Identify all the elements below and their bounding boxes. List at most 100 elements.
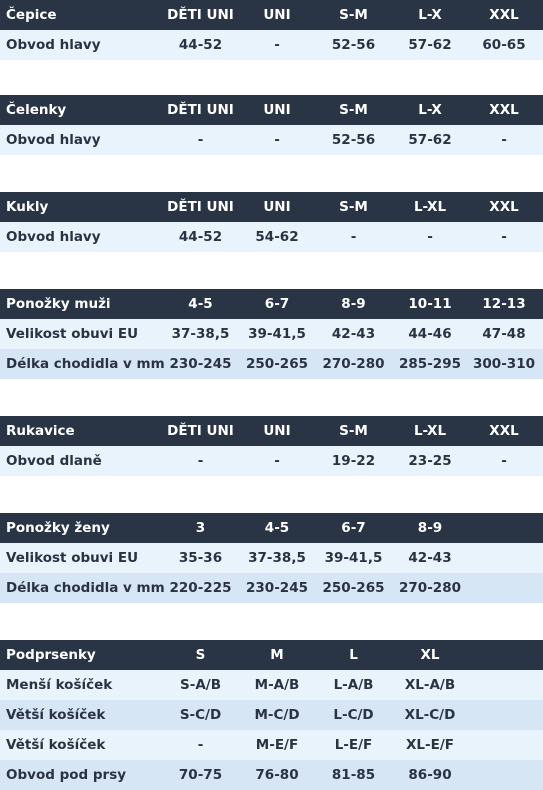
table-cell: 57-62	[395, 125, 465, 155]
size-table-ponozky-muzi: Ponožky muži 4-5 6-7 8-9 10-11 12-13 Vel…	[0, 289, 543, 379]
table-cell: L-A/B	[312, 670, 395, 700]
table-cell: 23-25	[395, 446, 465, 476]
table-cell: M-C/D	[242, 700, 312, 730]
table-cell: 86-90	[395, 760, 465, 790]
row-label: Délka chodidla v mm	[0, 573, 165, 603]
table-cell: 37-38,5	[242, 543, 312, 573]
row-label: Velikost obuvi EU	[0, 319, 159, 349]
table-row: Obvod pod prsy 70-75 76-80 81-85 86-90	[0, 760, 543, 790]
table-cell: 60-65	[465, 30, 543, 60]
row-label: Obvod pod prsy	[0, 760, 159, 790]
size-header-cell: DĚTI UNI	[159, 416, 242, 446]
table-category-label: Kukly	[0, 192, 159, 222]
size-header-cell: XXL	[465, 192, 543, 222]
table-cell: 19-22	[312, 446, 395, 476]
size-header-cell: 8-9	[312, 289, 395, 319]
table-header-row: Rukavice DĚTI UNI UNI S-M L-XL XXL	[0, 416, 543, 446]
size-header-cell: 4-5	[242, 513, 312, 543]
size-header-cell: L	[312, 640, 395, 670]
table-cell: 42-43	[312, 319, 395, 349]
table-row: Obvod dlaně - - 19-22 23-25 -	[0, 446, 543, 476]
table-cell: 270-280	[395, 573, 465, 603]
table-cell: XL-A/B	[395, 670, 465, 700]
table-cell: L-C/D	[312, 700, 395, 730]
table-category-label: Ponožky ženy	[0, 513, 159, 543]
table-cell: 81-85	[312, 760, 395, 790]
table-row: Menší košíček S-A/B M-A/B L-A/B XL-A/B	[0, 670, 543, 700]
table-cell: 35-36	[159, 543, 242, 573]
table-category-label: Čepice	[0, 0, 159, 30]
table-cell: 250-265	[242, 349, 312, 379]
table-cell: M-E/F	[242, 730, 312, 760]
size-header-cell: S-M	[312, 0, 395, 30]
size-table-cepice: Čepice DĚTI UNI UNI S-M L-X XXL Obvod hl…	[0, 0, 543, 60]
table-header-row: Čepice DĚTI UNI UNI S-M L-X XXL	[0, 0, 543, 30]
table-cell: -	[159, 125, 242, 155]
size-header-cell: M	[242, 640, 312, 670]
size-header-cell: UNI	[242, 0, 312, 30]
size-header-cell: S-M	[312, 192, 395, 222]
size-header-cell: L-X	[395, 0, 465, 30]
size-header-cell: 3	[159, 513, 242, 543]
table-row: Velikost obuvi EU 35-36 37-38,5 39-41,5 …	[0, 543, 543, 573]
table-cell: 44-52	[159, 222, 242, 252]
table-cell: 300-310	[465, 349, 543, 379]
size-header-cell: UNI	[242, 416, 312, 446]
table-cell: 230-245	[159, 349, 242, 379]
size-header-cell	[465, 640, 543, 670]
table-row: Obvod hlavy 44-52 54-62 - - -	[0, 222, 543, 252]
row-label: Větší košíček	[0, 700, 159, 730]
table-cell: 270-280	[312, 349, 395, 379]
table-cell: 52-56	[312, 125, 395, 155]
table-cell: -	[465, 125, 543, 155]
table-cell: 44-52	[159, 30, 242, 60]
table-cell: -	[159, 446, 242, 476]
size-header-cell: UNI	[242, 192, 312, 222]
size-header-cell: 8-9	[395, 513, 465, 543]
size-header-cell: XL	[395, 640, 465, 670]
table-cell: -	[465, 446, 543, 476]
table-row: Větší košíček - M-E/F L-E/F XL-E/F	[0, 730, 543, 760]
table-row: Obvod hlavy - - 52-56 57-62 -	[0, 125, 543, 155]
size-header-cell: 10-11	[395, 289, 465, 319]
table-cell	[465, 700, 543, 730]
size-header-cell: DĚTI UNI	[159, 192, 242, 222]
size-header-cell: L-XL	[395, 192, 465, 222]
size-header-cell: UNI	[242, 95, 312, 125]
table-cell: 52-56	[312, 30, 395, 60]
table-cell: L-E/F	[312, 730, 395, 760]
size-header-cell: XXL	[465, 416, 543, 446]
table-cell: -	[465, 222, 543, 252]
table-cell: -	[395, 222, 465, 252]
table-header-row: Ponožky muži 4-5 6-7 8-9 10-11 12-13	[0, 289, 543, 319]
table-cell: -	[242, 446, 312, 476]
table-cell: S-A/B	[159, 670, 242, 700]
table-row: Délka chodidla v mm 220-225 230-245 250-…	[0, 573, 543, 603]
table-category-label: Čelenky	[0, 95, 159, 125]
table-cell	[465, 760, 543, 790]
table-cell: M-A/B	[242, 670, 312, 700]
table-category-label: Rukavice	[0, 416, 159, 446]
size-header-cell: XXL	[465, 95, 543, 125]
table-cell: -	[312, 222, 395, 252]
table-cell	[465, 670, 543, 700]
row-label: Velikost obuvi EU	[0, 543, 159, 573]
size-header-cell: DĚTI UNI	[159, 0, 242, 30]
table-cell: 47-48	[465, 319, 543, 349]
table-cell	[465, 730, 543, 760]
size-table-rukavice: Rukavice DĚTI UNI UNI S-M L-XL XXL Obvod…	[0, 416, 543, 476]
row-label: Obvod hlavy	[0, 125, 159, 155]
table-cell: 220-225	[159, 573, 242, 603]
table-cell: -	[159, 730, 242, 760]
size-header-cell	[465, 513, 543, 543]
size-table-podprsenky: Podprsenky S M L XL Menší košíček S-A/B …	[0, 640, 543, 790]
row-label: Délka chodidla v mm	[0, 349, 165, 379]
table-cell	[465, 543, 543, 573]
table-cell: 39-41,5	[242, 319, 312, 349]
table-header-row: Kukly DĚTI UNI UNI S-M L-XL XXL	[0, 192, 543, 222]
table-cell: 76-80	[242, 760, 312, 790]
table-row: Velikost obuvi EU 37-38,5 39-41,5 42-43 …	[0, 319, 543, 349]
table-header-row: Čelenky DĚTI UNI UNI S-M L-X XXL	[0, 95, 543, 125]
table-category-label: Podprsenky	[0, 640, 159, 670]
size-table-celenky: Čelenky DĚTI UNI UNI S-M L-X XXL Obvod h…	[0, 95, 543, 155]
